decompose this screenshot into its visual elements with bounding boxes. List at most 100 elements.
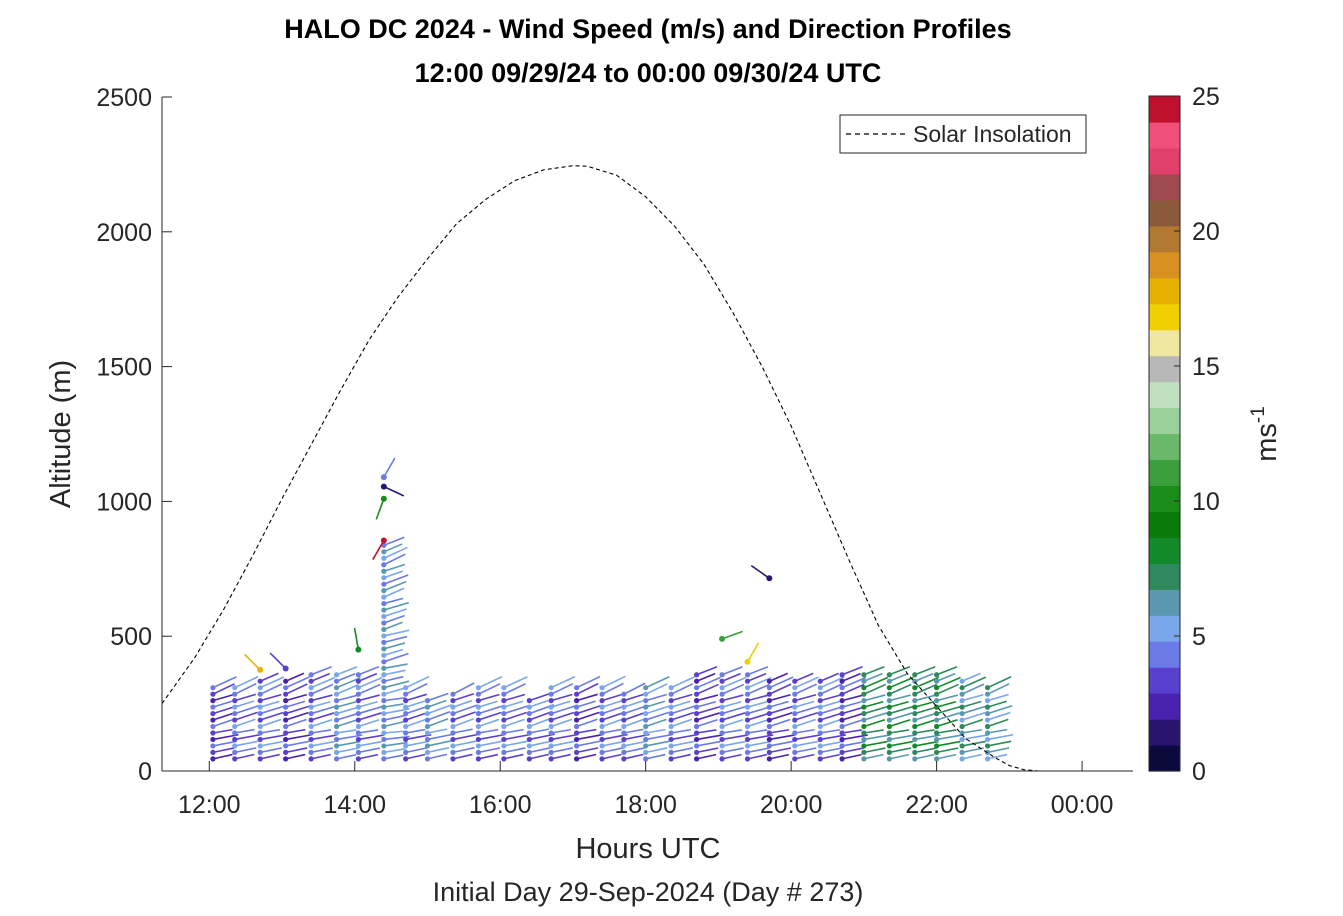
colorbar-tick-label-3: 15	[1192, 353, 1220, 381]
wind-barb-line	[405, 753, 426, 760]
wind-barb-dot	[668, 704, 674, 710]
wind-barb-dot	[839, 685, 845, 691]
wind-barb-line	[503, 740, 528, 747]
wind-barb-dot	[381, 594, 387, 600]
wind-barb-dot	[210, 736, 216, 743]
wind-barb-line	[576, 718, 598, 728]
wind-barb-dot	[621, 756, 627, 762]
wind-barb-dot	[599, 704, 605, 710]
wind-barb-line	[696, 683, 719, 695]
wind-barb-line	[212, 683, 235, 695]
wind-barb-dot	[308, 743, 314, 749]
wind-barb-dot	[333, 723, 340, 730]
wind-barb-dot	[257, 736, 263, 743]
colorbar-segment-21	[1149, 199, 1180, 227]
wind-barb-line	[310, 694, 333, 702]
isolated-barb-dot-4	[380, 483, 387, 490]
wind-barb-dot	[839, 736, 845, 743]
wind-barb-line	[212, 693, 235, 702]
wind-barb-dot	[424, 736, 431, 743]
wind-barb-line	[358, 747, 381, 754]
wind-barb-line	[670, 753, 691, 760]
wind-barb-line	[914, 753, 935, 760]
wind-barb-dot	[381, 639, 387, 646]
wind-barb-line	[936, 683, 959, 695]
wind-barb-dot	[232, 723, 238, 730]
wind-barb-dot	[643, 691, 649, 697]
colorbar-segment-19	[1149, 251, 1180, 279]
wind-barb-line	[670, 683, 694, 695]
colorbar-segment-6	[1149, 589, 1180, 616]
wind-barb-dot	[573, 743, 580, 749]
wind-barb-dot	[934, 756, 940, 762]
wind-barb-dot	[450, 691, 456, 697]
wind-barb-dot	[744, 756, 751, 762]
wind-barb-line	[383, 536, 405, 547]
wind-barb-line	[358, 712, 382, 721]
colorbar-segment-12	[1149, 433, 1180, 461]
wind-barb-dot	[984, 685, 991, 691]
wind-barb-dot	[599, 756, 605, 762]
wind-barb-dot	[232, 710, 238, 717]
wind-barb-line	[914, 740, 939, 747]
wind-barb-dot	[643, 698, 649, 704]
wind-barb-dot	[232, 691, 238, 697]
wind-barb-dot	[450, 704, 456, 710]
wind-barb-line	[336, 740, 361, 747]
wind-barb-dot	[424, 743, 431, 749]
wind-barb-dot	[839, 678, 845, 684]
wind-barb-line	[576, 740, 601, 747]
wind-barb-line	[234, 700, 255, 708]
wind-barb-line	[696, 712, 720, 721]
wind-barb-line	[452, 711, 476, 721]
wind-barb-line	[383, 648, 404, 657]
wind-barb-dot	[424, 749, 431, 755]
wind-barb-line	[212, 728, 233, 734]
wind-barb-dot	[257, 710, 263, 717]
wind-barb-dot	[959, 704, 965, 710]
x-tick-label-6: 00:00	[1051, 791, 1114, 819]
wind-barb-line	[478, 747, 501, 754]
wind-barb-line	[383, 574, 409, 585]
wind-barb-line	[820, 740, 844, 747]
wind-barb-dot	[839, 717, 845, 723]
wind-barb-dot	[984, 704, 991, 710]
wind-barb-dot	[912, 756, 918, 762]
wind-barb-line	[696, 729, 717, 734]
colorbar-segment-13	[1149, 407, 1180, 435]
wind-barb-dot	[861, 698, 867, 704]
wind-barb-dot	[501, 717, 507, 723]
wind-profile-16	[599, 675, 628, 762]
wind-barb-dot	[381, 588, 387, 594]
wind-barb-dot	[450, 743, 456, 749]
wind-barb-dot	[548, 717, 554, 723]
y-tick-label-2: 1000	[96, 488, 152, 516]
wind-barb-line	[645, 704, 671, 715]
wind-barb-line	[645, 733, 672, 741]
wind-barb-dot	[333, 704, 340, 710]
wind-barb-dot	[381, 698, 387, 704]
wind-barb-dot	[232, 717, 238, 723]
wind-profile-7	[381, 536, 410, 762]
wind-barb-line	[747, 753, 768, 760]
wind-barb-line	[961, 753, 982, 760]
wind-barb-line	[696, 747, 719, 754]
wind-barb-line	[769, 694, 791, 702]
wind-barb-dot	[912, 723, 918, 730]
wind-barb-dot	[526, 717, 532, 723]
wind-barb-dot	[984, 743, 991, 749]
wind-barb-line	[961, 711, 986, 721]
wind-barb-dot	[548, 743, 554, 749]
wind-barb-dot	[984, 756, 991, 762]
wind-barb-dot	[501, 698, 507, 704]
wind-barb-dot	[792, 691, 798, 697]
wind-barb-dot	[381, 555, 387, 561]
wind-barb-dot	[308, 704, 314, 710]
wind-barb-dot	[886, 736, 892, 743]
wind-barb-line	[987, 700, 1007, 708]
colorbar-segment-4	[1149, 641, 1180, 668]
wind-barb-dot	[766, 756, 772, 762]
wind-barb-line	[285, 753, 306, 760]
wind-barb-dot	[381, 704, 387, 710]
